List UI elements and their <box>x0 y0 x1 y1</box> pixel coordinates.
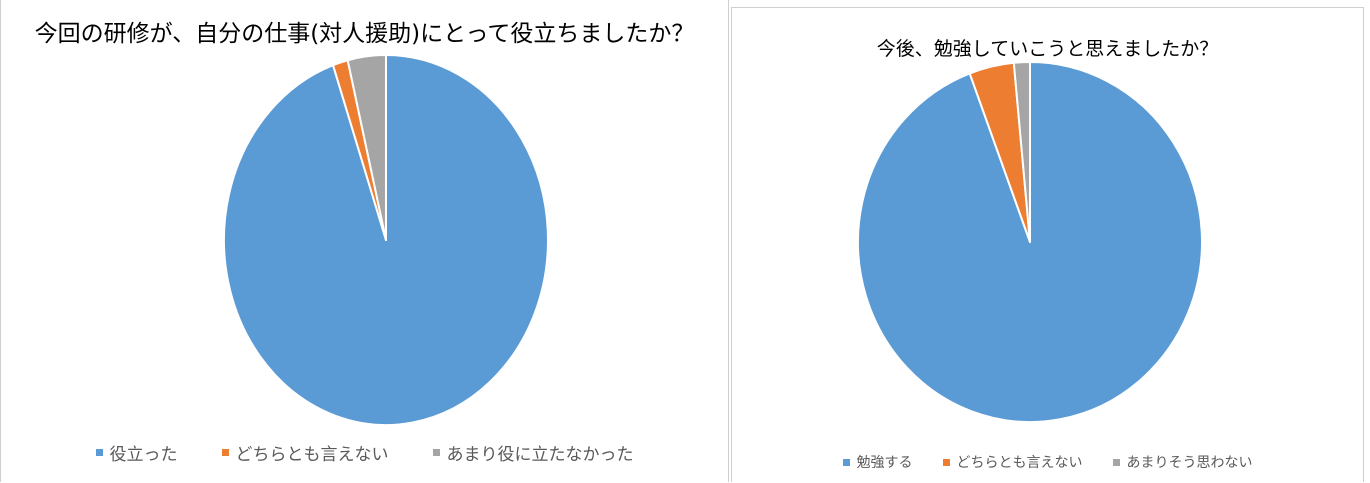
legend-item-will-study: 勉強する <box>842 452 913 472</box>
legend-item-not-useful: あまり役に立たなかった <box>432 440 634 465</box>
legend-swatch <box>942 458 950 466</box>
legend-label: どちらとも言えない <box>956 455 1083 471</box>
chart-title: 今回の研修が、自分の仕事(対人援助)にとって役立ちましたか？ <box>34 21 695 47</box>
legend-label: どちらとも言えない <box>235 445 389 465</box>
legend-label: あまりそう思わない <box>1126 455 1253 471</box>
legend-item-neutral: どちらとも言えない <box>942 452 1083 472</box>
chart-panel-motivation: 今後、勉強していこうと思えましたか？ 勉強する どちらとも言えない あまりそう思… <box>731 7 1364 482</box>
legend-swatch <box>95 449 103 456</box>
slice-not-useful <box>346 54 387 241</box>
pie-chart-usefulness <box>223 54 549 426</box>
legend-item-neutral: どちらとも言えない <box>221 440 389 465</box>
legend-swatch <box>432 449 440 456</box>
legend-label: あまり役に立たなかった <box>446 445 634 465</box>
chart-title: 今後、勉強していこうと思えましたか？ <box>876 38 1219 60</box>
slice-not-really <box>1012 61 1031 243</box>
chart-legend: 役立った どちらとも言えない あまり役に立たなかった <box>1 440 728 465</box>
legend-label: 役立った <box>109 445 178 465</box>
legend-swatch <box>842 458 850 466</box>
chart-panel-usefulness: 今回の研修が、自分の仕事(対人援助)にとって役立ちましたか？ 役立った どちらと… <box>0 0 729 482</box>
chart-legend: 勉強する どちらとも言えない あまりそう思わない <box>732 452 1363 472</box>
legend-swatch <box>221 449 229 456</box>
pie-chart-motivation <box>857 61 1203 423</box>
legend-item-not-really: あまりそう思わない <box>1112 452 1253 472</box>
legend-item-useful: 役立った <box>95 440 178 465</box>
legend-label: 勉強する <box>856 455 913 471</box>
legend-swatch <box>1112 458 1120 466</box>
